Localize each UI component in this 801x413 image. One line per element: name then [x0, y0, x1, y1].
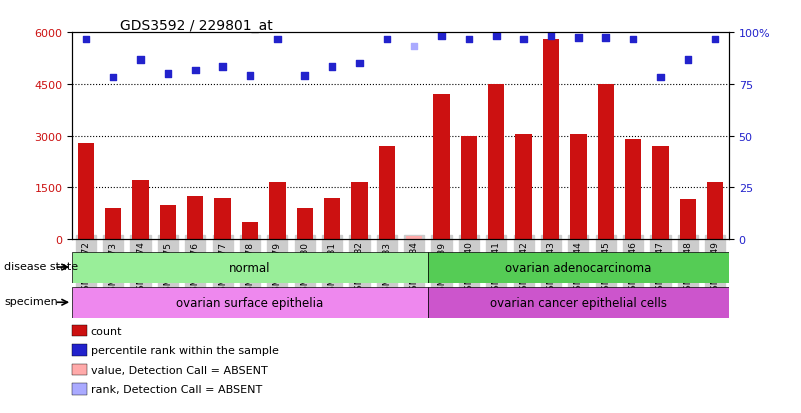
Bar — [242, 222, 258, 240]
Point — [162, 71, 175, 78]
Point — [298, 73, 311, 79]
Text: rank, Detection Call = ABSENT: rank, Detection Call = ABSENT — [91, 384, 262, 394]
Text: ovarian adenocarcinoma: ovarian adenocarcinoma — [505, 261, 651, 274]
Point — [189, 68, 202, 74]
Bar — [515, 135, 532, 240]
Bar — [351, 183, 368, 240]
Bar — [379, 147, 395, 240]
Bar — [72, 287, 428, 318]
Point — [490, 33, 503, 40]
Point — [709, 37, 722, 43]
Text: count: count — [91, 326, 122, 336]
Bar — [433, 95, 450, 240]
Bar — [296, 209, 313, 240]
Text: disease state: disease state — [4, 261, 78, 271]
Bar — [78, 143, 94, 240]
Text: normal: normal — [229, 261, 271, 274]
Bar — [72, 325, 87, 337]
Text: specimen: specimen — [4, 297, 58, 306]
Point — [545, 33, 557, 40]
Bar — [269, 183, 285, 240]
Point — [244, 73, 256, 79]
Point — [572, 35, 585, 42]
Bar — [105, 209, 122, 240]
Point — [380, 37, 393, 43]
Text: value, Detection Call = ABSENT: value, Detection Call = ABSENT — [91, 365, 268, 375]
Point — [626, 37, 639, 43]
Bar — [598, 85, 614, 240]
Point — [408, 43, 421, 50]
Bar — [543, 40, 559, 240]
Text: GDS3592 / 229801_at: GDS3592 / 229801_at — [120, 19, 273, 33]
Text: ovarian cancer epithelial cells: ovarian cancer epithelial cells — [490, 296, 667, 309]
Bar — [461, 136, 477, 240]
Bar — [72, 383, 87, 395]
Point — [654, 74, 667, 81]
Bar — [72, 252, 428, 283]
Bar — [570, 135, 586, 240]
Point — [435, 33, 448, 40]
Point — [599, 35, 612, 42]
Point — [79, 37, 92, 43]
Point — [326, 64, 339, 71]
Bar — [488, 85, 505, 240]
Point — [682, 57, 694, 64]
Bar — [187, 197, 203, 240]
Point — [107, 74, 119, 81]
Bar — [132, 181, 149, 240]
Bar — [72, 364, 87, 375]
Bar — [428, 252, 729, 283]
Text: percentile rank within the sample: percentile rank within the sample — [91, 345, 279, 355]
Bar — [72, 344, 87, 356]
Point — [216, 64, 229, 71]
Point — [517, 37, 530, 43]
Bar — [406, 237, 422, 240]
Bar — [652, 147, 669, 240]
Bar — [215, 198, 231, 240]
Point — [134, 57, 147, 64]
Bar — [625, 140, 642, 240]
Bar — [428, 287, 729, 318]
Bar — [324, 198, 340, 240]
Text: ovarian surface epithelia: ovarian surface epithelia — [176, 296, 324, 309]
Point — [271, 37, 284, 43]
Bar — [707, 183, 723, 240]
Bar — [679, 200, 696, 240]
Point — [462, 37, 475, 43]
Bar — [159, 205, 176, 240]
Point — [353, 61, 366, 67]
